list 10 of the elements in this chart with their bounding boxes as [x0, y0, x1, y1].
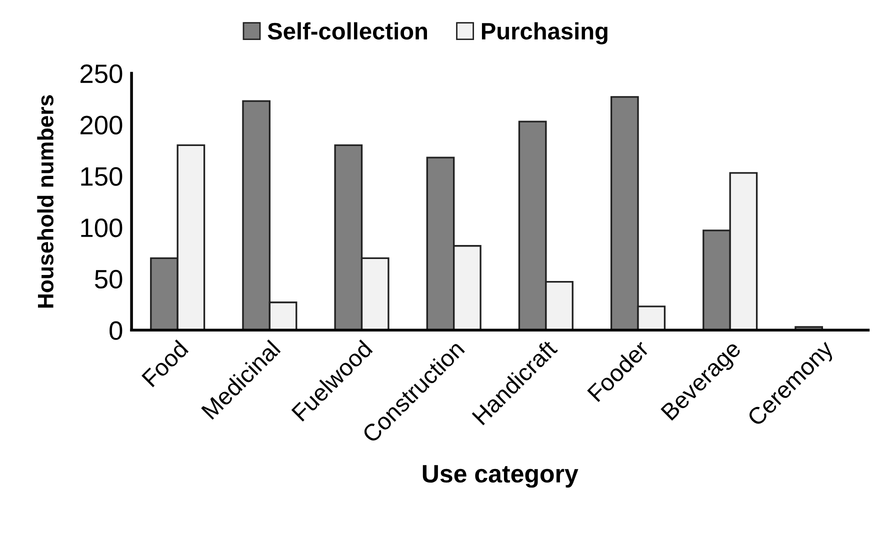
y-axis-title: Household numbers [37, 95, 54, 308]
legend-label: Purchasing [482, 22, 608, 44]
y-tick-label: 200 [80, 116, 122, 134]
y-tick-label: 150 [81, 167, 122, 186]
y-tick-label: 50 [94, 270, 122, 289]
y-tick-label: 0 [110, 321, 122, 340]
y-tick-label: 250 [80, 64, 122, 84]
x-axis-title: Use category [422, 465, 578, 488]
legend-label: Self-collection [268, 22, 427, 40]
y-tick-label: 100 [81, 218, 122, 238]
